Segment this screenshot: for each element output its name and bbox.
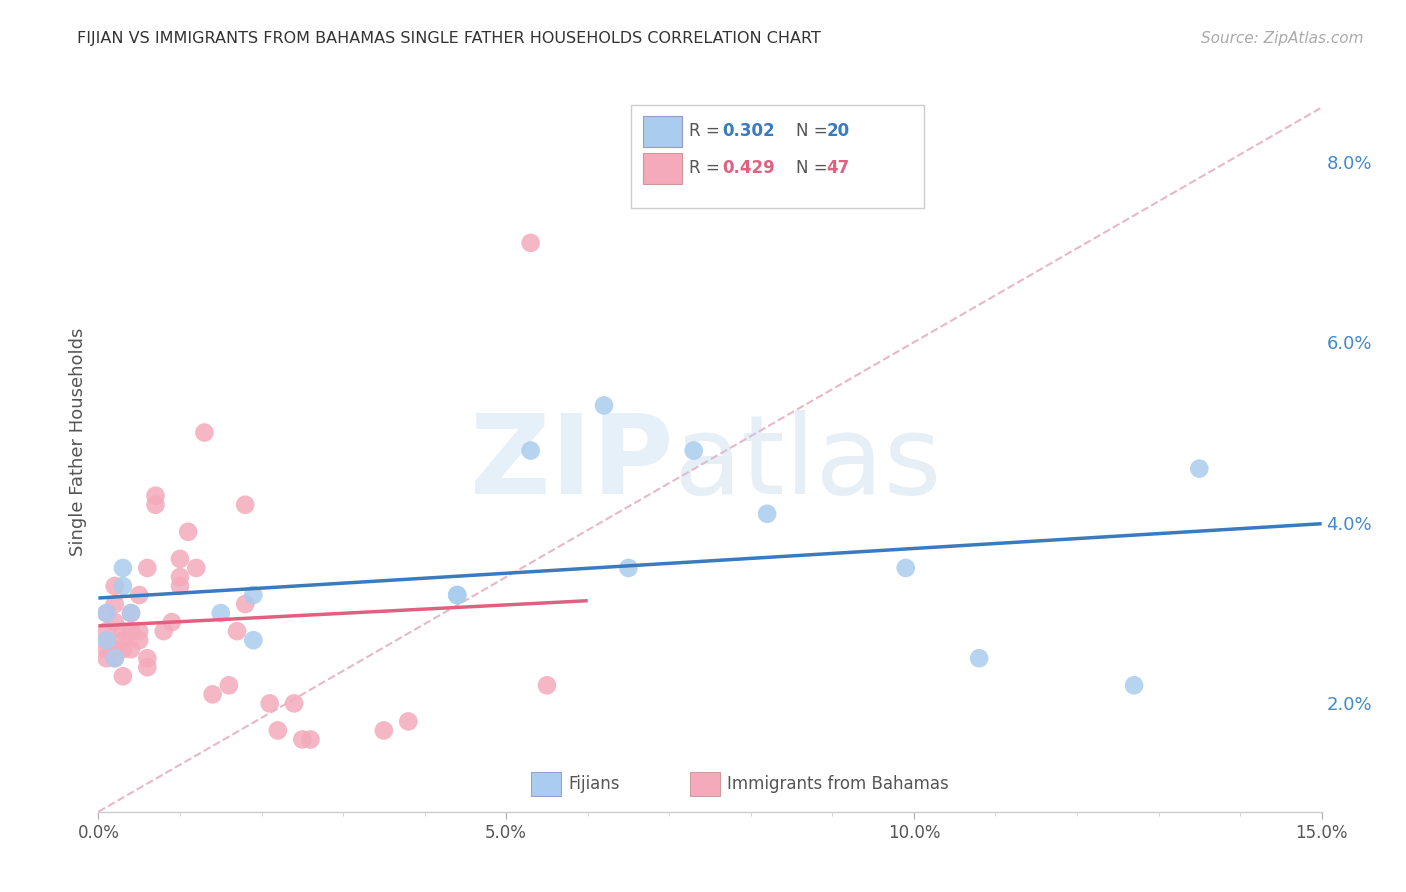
Point bbox=[519, 235, 541, 250]
Point bbox=[111, 579, 134, 593]
Text: N =: N = bbox=[796, 121, 832, 139]
Point bbox=[267, 723, 290, 738]
Point bbox=[96, 633, 118, 648]
Y-axis label: Single Father Households: Single Father Households bbox=[69, 327, 87, 556]
Point bbox=[104, 642, 127, 657]
Point bbox=[152, 624, 174, 639]
Point bbox=[104, 651, 127, 665]
Point bbox=[120, 606, 142, 620]
Point bbox=[145, 489, 167, 503]
Point bbox=[177, 524, 200, 539]
Point bbox=[111, 642, 134, 657]
Point bbox=[682, 443, 704, 458]
Point bbox=[96, 606, 118, 620]
Point bbox=[186, 561, 208, 575]
Point bbox=[104, 579, 127, 593]
Point bbox=[104, 615, 127, 629]
Point bbox=[145, 498, 167, 512]
Point bbox=[120, 624, 142, 639]
Point bbox=[136, 651, 159, 665]
Text: Fijians: Fijians bbox=[568, 774, 620, 793]
Point bbox=[96, 624, 118, 639]
Text: 0.302: 0.302 bbox=[723, 121, 775, 139]
FancyBboxPatch shape bbox=[531, 772, 561, 797]
Point bbox=[96, 651, 118, 665]
Point bbox=[111, 624, 134, 639]
Text: 0.429: 0.429 bbox=[723, 159, 775, 177]
Point bbox=[1188, 461, 1211, 475]
FancyBboxPatch shape bbox=[643, 153, 682, 184]
Point bbox=[283, 697, 305, 711]
Text: Source: ZipAtlas.com: Source: ZipAtlas.com bbox=[1201, 31, 1364, 46]
Point bbox=[128, 588, 150, 602]
Point bbox=[96, 606, 118, 620]
Point bbox=[160, 615, 183, 629]
Point bbox=[111, 669, 134, 683]
Text: R =: R = bbox=[689, 159, 725, 177]
Point bbox=[128, 633, 150, 648]
Point bbox=[128, 624, 150, 639]
Point bbox=[104, 651, 127, 665]
Text: R =: R = bbox=[689, 121, 725, 139]
Point bbox=[104, 597, 127, 611]
Point bbox=[756, 507, 779, 521]
Point bbox=[120, 606, 142, 620]
Point bbox=[446, 588, 468, 602]
Text: FIJIAN VS IMMIGRANTS FROM BAHAMAS SINGLE FATHER HOUSEHOLDS CORRELATION CHART: FIJIAN VS IMMIGRANTS FROM BAHAMAS SINGLE… bbox=[77, 31, 821, 46]
Text: ZIP: ZIP bbox=[470, 410, 673, 517]
Point bbox=[169, 570, 191, 584]
Point bbox=[226, 624, 249, 639]
Point bbox=[593, 399, 616, 413]
Text: 20: 20 bbox=[827, 121, 849, 139]
Point bbox=[233, 498, 256, 512]
Point bbox=[96, 642, 118, 657]
Point bbox=[193, 425, 215, 440]
Point bbox=[218, 678, 240, 692]
FancyBboxPatch shape bbox=[630, 104, 924, 209]
Point bbox=[259, 697, 281, 711]
Point bbox=[111, 633, 134, 648]
Point bbox=[617, 561, 640, 575]
FancyBboxPatch shape bbox=[643, 116, 682, 147]
Point bbox=[136, 561, 159, 575]
Text: atlas: atlas bbox=[673, 410, 942, 517]
Text: Immigrants from Bahamas: Immigrants from Bahamas bbox=[727, 774, 949, 793]
Point bbox=[299, 732, 322, 747]
Point bbox=[242, 588, 264, 602]
Point bbox=[967, 651, 990, 665]
Point bbox=[519, 443, 541, 458]
Point bbox=[894, 561, 917, 575]
Point bbox=[1123, 678, 1146, 692]
Point bbox=[233, 597, 256, 611]
Point bbox=[169, 552, 191, 566]
Point bbox=[373, 723, 395, 738]
Point bbox=[396, 714, 419, 729]
Point bbox=[136, 660, 159, 674]
Point bbox=[291, 732, 314, 747]
Point bbox=[242, 633, 264, 648]
Point bbox=[536, 678, 558, 692]
Point bbox=[120, 642, 142, 657]
Point bbox=[111, 561, 134, 575]
Point bbox=[209, 606, 232, 620]
FancyBboxPatch shape bbox=[690, 772, 720, 797]
Point bbox=[169, 579, 191, 593]
Point bbox=[96, 633, 118, 648]
Text: 47: 47 bbox=[827, 159, 849, 177]
Point bbox=[201, 687, 224, 701]
Text: N =: N = bbox=[796, 159, 832, 177]
Point bbox=[446, 588, 468, 602]
